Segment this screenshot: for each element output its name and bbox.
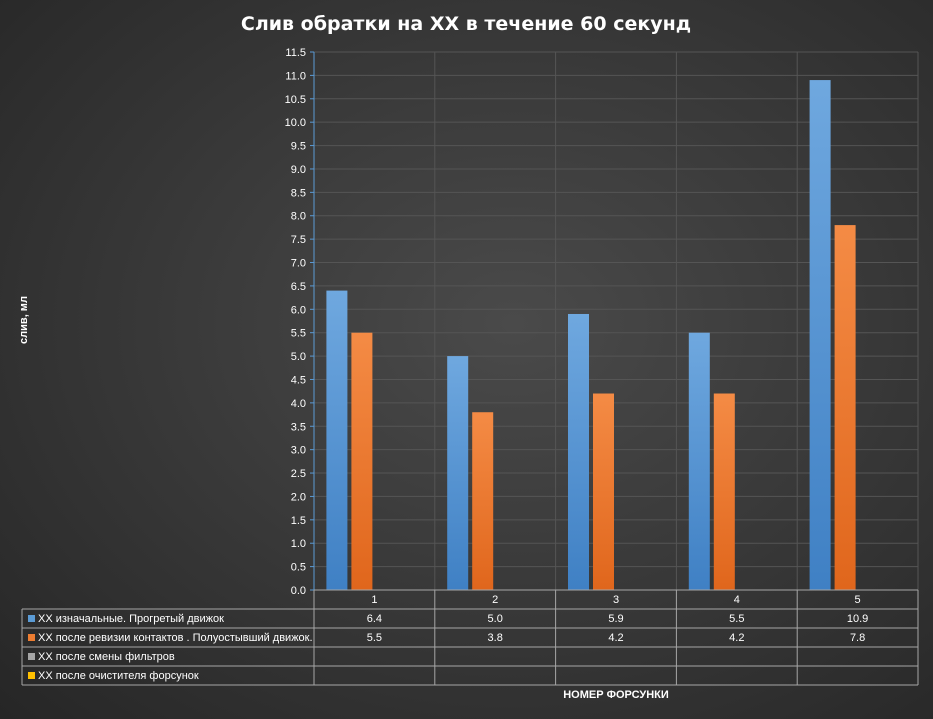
data-label: 4.2 [729,632,744,644]
y-tick-label: 7.5 [291,234,306,246]
data-label: 6.4 [367,613,382,625]
y-tick-label: 2.0 [291,491,306,503]
bar-series-2-cat-1 [351,332,373,590]
x-tick-label: 2 [492,594,498,606]
y-tick-label: 4.0 [291,398,306,410]
data-label: 10.9 [847,613,868,625]
y-tick-label: 9.5 [291,141,306,153]
y-axis: 0.0 0.5 1.0 1.5 2.0 2.5 3.0 3.5 4.0 4.5 5.0 5.5 6.0 6… [285,47,315,597]
bar-series-1-cat-1 [326,290,348,590]
data-label: 5.9 [608,613,623,625]
legend-key [28,615,35,622]
y-tick-label: 1.5 [291,515,306,527]
y-tick-label: 6.0 [291,304,306,316]
data-label: 5.5 [729,613,744,625]
y-tick-label: 3.0 [291,445,306,457]
bar-series-2-cat-5 [834,225,856,591]
bar-series-1-cat-5 [809,80,831,590]
data-label: 7.8 [850,632,865,644]
data-label: 3.8 [488,632,503,644]
data-label: 5.0 [488,613,503,625]
y-tick-label: 6.5 [291,281,306,293]
y-tick-label: 10.5 [285,94,306,106]
y-tick-label: 5.0 [291,351,306,363]
y-tick-label: 11.0 [285,70,306,82]
y-tick-label: 11.5 [285,47,306,59]
y-tick-label: 1.0 [291,538,306,550]
legend-entry: ХХ после ревизии контактов . Полуостывши… [38,632,313,644]
y-tick-label: 9.0 [291,164,306,176]
y-tick-label: 3.5 [291,421,306,433]
x-tick-label: 4 [734,594,740,606]
bar-series-1-cat-4 [688,332,710,590]
y-tick-label: 0.0 [291,585,306,597]
legend-entry: ХХ после смены фильтров [38,651,175,663]
bars [326,80,856,591]
data-table: 1 2 3 4 5 ХХ изначальные. Прогретый движок 6.4… [21,589,919,686]
bar-series-2-cat-2 [472,412,494,590]
bar-series-2-cat-4 [713,393,735,590]
y-axis-label: слив, мл [18,296,30,344]
x-tick-label: 3 [613,594,619,606]
chart-title: Слив обратки на ХХ в течение 60 секунд [241,13,691,35]
legend-entry: ХХ после очистителя форсунок [38,670,199,682]
y-tick-label: 10.0 [285,117,306,129]
legend-entry: ХХ изначальные. Прогретый движок [38,613,224,625]
bar-series-2-cat-3 [593,393,614,590]
legend-key [28,653,35,660]
x-tick-label: 5 [855,594,861,606]
legend-key [28,634,35,641]
y-tick-label: 7.0 [291,258,306,270]
y-tick-label: 2.5 [291,468,306,480]
x-tick-label: 1 [371,594,377,606]
data-label: 4.2 [608,632,623,644]
bar-series-1-cat-3 [568,313,589,590]
data-label: 5.5 [367,632,382,644]
y-tick-label: 0.5 [291,562,306,574]
legend-key [28,672,35,679]
y-tick-label: 5.5 [291,328,306,340]
bar-series-1-cat-2 [447,356,469,590]
y-tick-label: 8.0 [291,211,306,223]
y-tick-label: 4.5 [291,374,306,386]
y-tick-label: 8.5 [291,187,306,199]
x-axis-label: НОМЕР ФОРСУНКИ [563,689,669,701]
